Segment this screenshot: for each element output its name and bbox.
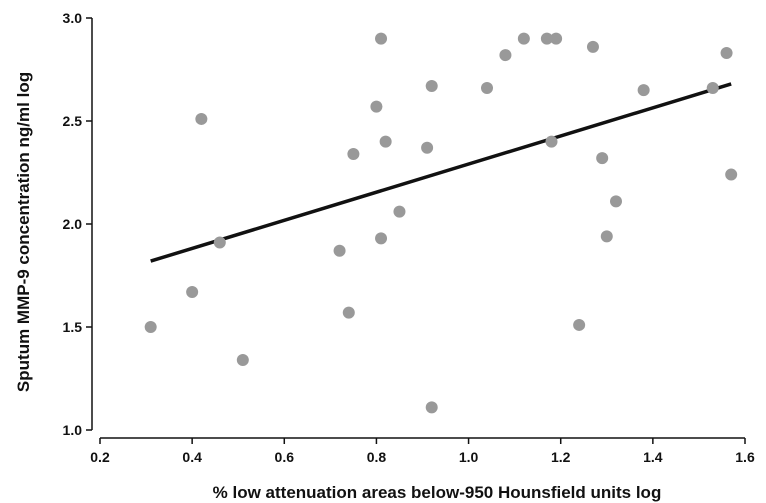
- data-point: [342, 306, 355, 319]
- data-point: [375, 232, 388, 245]
- data-point: [545, 135, 558, 148]
- x-tick-label: 0.4: [182, 449, 202, 465]
- data-point: [540, 32, 553, 45]
- data-point: [586, 40, 599, 53]
- data-point: [144, 321, 157, 333]
- x-tick-label: 0.6: [275, 449, 295, 465]
- x-tick-label: 0.2: [90, 449, 110, 465]
- data-point: [195, 112, 208, 125]
- data-point: [637, 84, 650, 97]
- data-point: [720, 47, 733, 60]
- data-point: [370, 100, 383, 113]
- x-tick-label: 0.8: [367, 449, 387, 465]
- x-tick-label: 1.6: [735, 449, 755, 465]
- data-point: [333, 244, 346, 257]
- data-point: [375, 32, 388, 45]
- x-axis-title: % low attenuation areas below-950 Hounsf…: [213, 483, 662, 502]
- data-point: [186, 285, 199, 298]
- data-point: [425, 401, 438, 414]
- trendline-group: [150, 82, 732, 263]
- data-points: [144, 32, 738, 414]
- y-tick-label: 1.0: [63, 422, 83, 438]
- y-tick-label: 2.5: [63, 113, 83, 129]
- data-point: [600, 230, 613, 243]
- x-axis: 0.2 0.4 0.6 0.8 1.0 1.2 1.4 1.6: [90, 437, 755, 465]
- regression-line: [150, 82, 732, 263]
- data-point: [421, 141, 434, 154]
- data-point: [596, 152, 609, 165]
- data-point: [425, 79, 438, 92]
- y-tick-label: 1.5: [63, 319, 83, 335]
- data-point: [213, 236, 226, 249]
- data-point: [610, 195, 622, 208]
- x-tick-label: 1.4: [643, 449, 663, 465]
- data-point: [379, 135, 392, 148]
- data-point: [725, 168, 738, 181]
- data-point: [347, 147, 360, 160]
- y-tick-label: 3.0: [63, 10, 83, 26]
- y-axis-title: Sputum MMP-9 concentration ng/ml log: [14, 72, 33, 392]
- data-point: [393, 205, 406, 218]
- data-point: [573, 318, 586, 331]
- data-point: [481, 82, 493, 95]
- x-tick-label: 1.0: [459, 449, 479, 465]
- data-point: [550, 32, 563, 45]
- x-tick-label: 1.2: [551, 449, 571, 465]
- data-point: [499, 49, 512, 62]
- data-point: [706, 82, 719, 95]
- data-point: [517, 32, 530, 45]
- y-axis: 1.0 1.5 2.0 2.5 3.0: [63, 10, 93, 438]
- y-tick-label: 2.0: [63, 216, 83, 232]
- data-point: [236, 353, 249, 366]
